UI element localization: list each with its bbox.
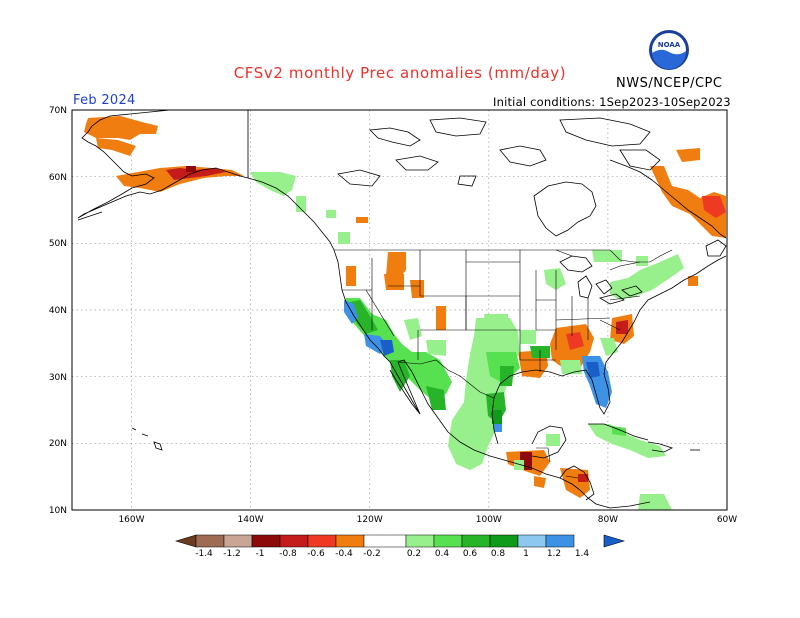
colorbar-bin (279, 534, 309, 548)
colorbar-label: 1.4 (575, 549, 590, 559)
colorbar-label: -0.4 (335, 549, 353, 559)
lat-label: 20N (49, 439, 67, 449)
latitude-labels: 70N 60N 50N 40N 30N 20N 10N (49, 106, 67, 516)
colorbar-label: 0.4 (435, 549, 450, 559)
colorbar-label: -1.2 (223, 549, 241, 559)
colorbar-bin (223, 534, 253, 548)
colorbar-bin (489, 534, 519, 548)
chart-title: CFSv2 monthly Prec anomalies (mm/day) (233, 64, 567, 82)
colorbar-label: -0.2 (363, 549, 381, 559)
colorbar-label: 0.8 (491, 549, 506, 559)
lat-label: 30N (49, 373, 67, 383)
agency-label: NWS/NCEP/CPC (616, 76, 723, 91)
valid-month-label: Feb 2024 (73, 93, 136, 108)
svg-text:NOAA: NOAA (658, 41, 681, 49)
lat-label: 70N (49, 106, 67, 116)
colorbar-bin (195, 534, 225, 548)
lon-label: 60W (717, 515, 737, 525)
colorbar-label: -1 (256, 549, 265, 559)
colorbar-high-arrow (603, 534, 626, 548)
lon-label: 140W (238, 515, 264, 525)
lat-label: 10N (49, 506, 67, 516)
colorbar-label: 0.6 (463, 549, 478, 559)
colorbar-bin (307, 534, 337, 548)
colorbar-bin (461, 534, 491, 548)
coastlines (77, 110, 727, 509)
longitude-labels: 160W 140W 120W 100W 80W 60W (118, 515, 737, 525)
lon-label: 120W (357, 515, 383, 525)
noaa-logo-icon: NOAA (649, 30, 689, 70)
lon-label: 80W (598, 515, 618, 525)
colorbar-bin (405, 534, 435, 548)
colorbar-label: 0.2 (407, 549, 421, 559)
colorbar-bin (363, 534, 407, 548)
colorbar-bin (517, 534, 547, 548)
colorbar: -1.4 -1.2 -1 -0.8 -0.6 -0.4 -0.2 0.2 0.4… (174, 534, 626, 559)
colorbar-label: 1.2 (547, 549, 561, 559)
colorbar-low-arrow (174, 534, 197, 548)
colorbar-label: 1 (523, 549, 529, 559)
lat-label: 40N (49, 306, 67, 316)
lon-label: 100W (476, 515, 502, 525)
lon-label: 160W (118, 515, 144, 525)
colorbar-bin (335, 534, 365, 548)
lat-label: 60N (49, 173, 67, 183)
colorbar-label: -0.8 (279, 549, 297, 559)
colorbar-label: -0.6 (307, 549, 325, 559)
political-borders (334, 249, 673, 479)
map-content (72, 110, 727, 510)
colorbar-label: -1.4 (195, 549, 213, 559)
colorbar-bin (251, 534, 281, 548)
map-frame (71, 109, 728, 511)
lat-label: 50N (49, 239, 67, 249)
initial-conditions-label: Initial conditions: 1Sep2023-10Sep2023 (493, 95, 731, 109)
colorbar-bin (545, 534, 575, 548)
colorbar-bin (433, 534, 463, 548)
